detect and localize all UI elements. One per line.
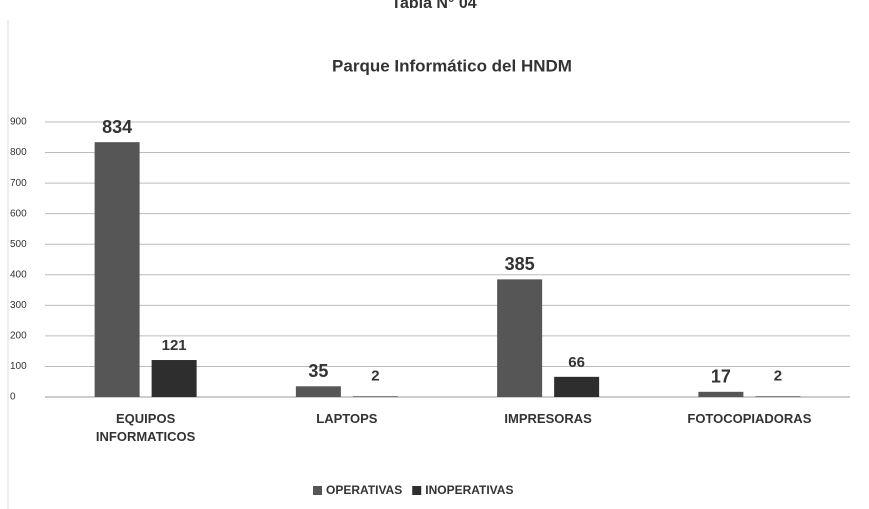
data-label: 2 — [371, 367, 379, 384]
data-label: 2 — [774, 367, 782, 384]
bar — [755, 396, 801, 397]
bar — [94, 142, 140, 397]
data-label: 35 — [308, 361, 328, 381]
y-tick-label: 0 — [10, 392, 16, 403]
bar — [151, 360, 197, 397]
page-title: Tabla N° 04 — [391, 0, 476, 12]
data-label: 66 — [568, 354, 585, 371]
y-tick-label: 400 — [10, 269, 27, 280]
data-label: 17 — [711, 367, 731, 387]
bar — [497, 279, 543, 397]
bar — [698, 391, 744, 397]
data-label: 385 — [505, 254, 535, 274]
legend-swatch — [412, 486, 422, 495]
legend-swatch — [313, 486, 322, 495]
y-tick-label: 600 — [10, 208, 27, 219]
y-tick-label: 800 — [10, 147, 27, 158]
y-tick-label: 900 — [10, 117, 27, 128]
y-tick-label: 300 — [10, 300, 27, 311]
bar — [352, 396, 398, 397]
x-tick-label: IMPRESORAS — [504, 411, 592, 426]
data-label: 834 — [102, 117, 132, 137]
data-label: 121 — [162, 337, 187, 354]
bar — [295, 386, 341, 397]
legend-label: OPERATIVAS — [326, 483, 402, 497]
y-tick-label: 500 — [10, 239, 27, 250]
chart-title: Parque Informático del HNDM — [332, 56, 572, 75]
bar — [554, 376, 600, 397]
y-tick-label: 100 — [10, 361, 27, 372]
x-tick-label: EQUIPOS INFORMATICOS — [95, 411, 196, 444]
y-tick-label: 200 — [10, 331, 27, 342]
x-tick-label: LAPTOPS — [316, 411, 378, 426]
x-tick-label: FOTOCOPIADORAS — [687, 411, 812, 426]
legend-label: INOPERATIVAS — [425, 483, 513, 497]
y-tick-label: 700 — [10, 178, 27, 189]
